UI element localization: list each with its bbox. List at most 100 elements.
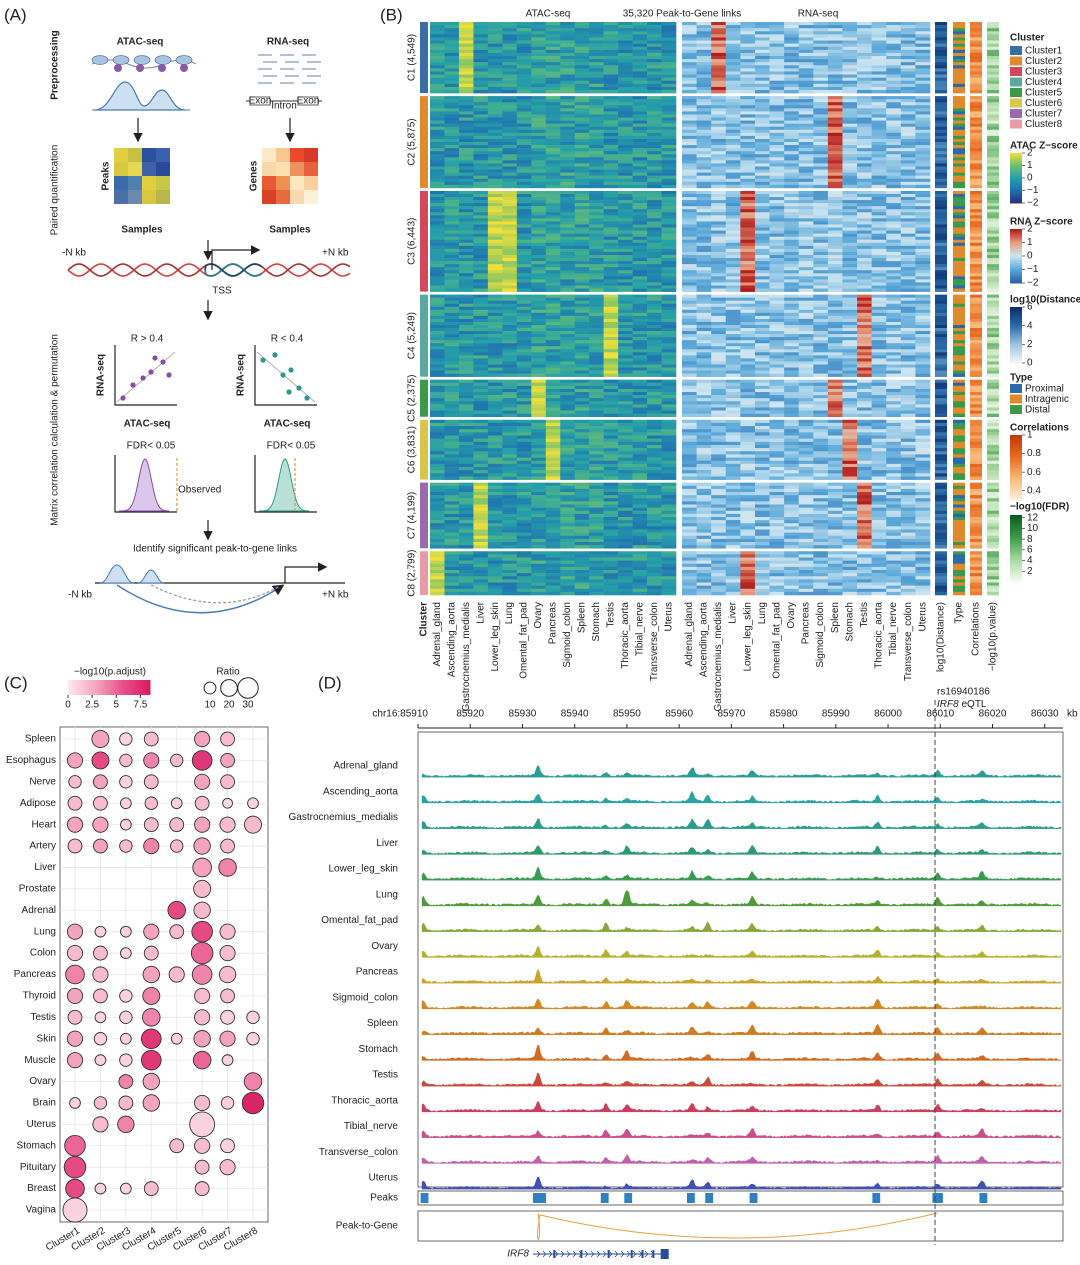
heat-cell xyxy=(769,315,785,320)
heat-cell xyxy=(886,200,902,204)
heat-cell xyxy=(798,401,814,405)
heat-cell xyxy=(682,227,697,231)
heat-cell xyxy=(502,294,518,298)
heat-cell xyxy=(560,392,576,396)
heat-cell xyxy=(827,309,843,314)
label: Samples xyxy=(269,225,311,236)
heat-cell xyxy=(632,404,648,408)
heat-cell xyxy=(487,361,503,365)
heat-cell xyxy=(871,379,887,384)
heat-cell xyxy=(915,276,931,280)
heat-cell xyxy=(487,46,503,51)
heat-cell xyxy=(769,251,785,256)
anno-cell xyxy=(935,419,947,424)
heat-cell xyxy=(740,163,756,167)
heat-cell xyxy=(661,43,677,48)
heat-cell xyxy=(487,126,503,131)
heat-cell xyxy=(725,422,741,427)
heat-cell xyxy=(430,129,445,134)
heat-cell xyxy=(682,282,697,286)
anno-cell xyxy=(935,212,947,216)
heat-cell xyxy=(661,111,677,115)
heat-cell xyxy=(430,261,445,265)
anno-cell xyxy=(970,224,982,228)
heat-cell xyxy=(531,370,547,374)
heat-cell xyxy=(444,346,460,350)
heat-cell xyxy=(618,367,633,371)
heat-cell xyxy=(711,340,727,344)
heat-cell xyxy=(784,190,800,195)
heat-cell xyxy=(458,413,474,418)
heat-cell xyxy=(632,288,648,292)
anno-cell xyxy=(987,163,999,167)
heat-cell xyxy=(632,34,648,38)
heat-cell xyxy=(769,398,785,402)
heat-cell xyxy=(516,398,532,402)
anno-cell xyxy=(935,358,947,362)
heat-cell xyxy=(915,193,931,198)
heat-cell xyxy=(618,258,633,262)
heat-cell xyxy=(798,288,814,292)
heat-cell xyxy=(560,178,576,183)
heat-cell xyxy=(784,318,800,323)
heat-cell xyxy=(545,321,561,326)
heat-cell xyxy=(682,382,697,387)
heat-cell xyxy=(827,145,843,149)
heat-cell xyxy=(516,114,532,118)
heat-cell xyxy=(871,224,887,228)
heat-cell xyxy=(682,90,697,94)
heat-cell xyxy=(589,83,604,88)
heat-cell xyxy=(618,401,633,405)
heat-cell xyxy=(798,367,814,371)
heat-cell xyxy=(458,25,474,29)
anno-cell xyxy=(935,410,947,414)
heat-cell xyxy=(682,340,697,344)
heat-cell xyxy=(682,190,697,195)
heat-cell xyxy=(647,331,662,335)
heat-cell xyxy=(682,297,697,301)
heat-cell xyxy=(842,209,858,213)
heat-cell xyxy=(589,267,604,271)
heat-cell xyxy=(886,410,902,414)
anno-cell xyxy=(953,71,965,75)
heat-cell xyxy=(487,105,503,109)
anno-cell xyxy=(953,206,965,210)
heat-cell xyxy=(589,370,604,374)
heat-cell xyxy=(740,401,756,405)
heat-cell xyxy=(502,154,518,158)
heat-cell xyxy=(900,410,916,414)
heat-cell xyxy=(647,267,662,271)
heat-cell xyxy=(871,190,887,195)
heat-cell xyxy=(886,148,902,152)
heat-cell xyxy=(473,71,489,75)
heat-cell xyxy=(813,151,829,155)
heat-cell xyxy=(589,62,604,66)
heat-cell xyxy=(618,49,633,54)
heat-cell xyxy=(784,166,800,170)
heat-cell xyxy=(682,373,697,377)
heat-cell xyxy=(798,90,814,94)
heat-cell xyxy=(857,190,872,195)
heat-cell xyxy=(589,28,604,32)
heat-cell xyxy=(813,364,829,368)
heat-cell xyxy=(711,218,727,222)
heat-cell xyxy=(842,206,858,210)
heat-cell xyxy=(574,215,590,219)
heat-cell xyxy=(798,410,814,414)
heat-cell xyxy=(827,349,843,353)
heat-cell xyxy=(900,193,916,198)
heat-cell xyxy=(915,236,931,241)
heat-cell xyxy=(574,65,590,69)
heat-cell xyxy=(444,105,460,109)
heat-cell xyxy=(740,318,756,323)
heat-cell xyxy=(740,175,756,180)
heat-cell xyxy=(798,407,814,411)
heat-cell xyxy=(813,395,829,399)
matrix-cell xyxy=(304,176,318,190)
heat-cell xyxy=(458,358,474,362)
heat-cell xyxy=(857,261,872,265)
heat-cell xyxy=(696,248,712,253)
heat-cell xyxy=(632,373,648,377)
heat-cell xyxy=(458,218,474,222)
heat-cell xyxy=(754,142,770,146)
